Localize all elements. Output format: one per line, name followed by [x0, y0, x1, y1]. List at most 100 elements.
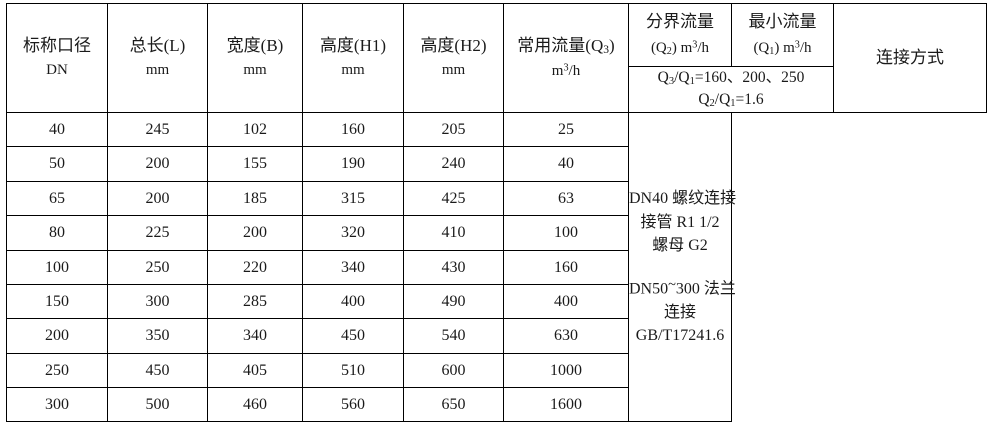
cell-height-h1: 400 — [302, 283, 404, 320]
header-line-primary: 高度(H2) — [420, 35, 487, 55]
header-text: (Q — [753, 39, 770, 56]
subscript-1: 1 — [689, 75, 695, 87]
unit-per-hour: /h — [697, 39, 710, 56]
cell-height-h2: 430 — [403, 249, 504, 285]
range-end: 300 法兰 — [675, 280, 736, 298]
cell-length: 225 — [107, 215, 208, 251]
divider-q: /Q — [674, 69, 690, 86]
cell-length: 500 — [107, 387, 208, 422]
cell-height-h1: 510 — [302, 352, 404, 389]
cell-flow-q3: 1600 — [503, 387, 629, 422]
cell-flow-q3: 40 — [503, 146, 629, 182]
header-line-primary: 最小流量 — [748, 12, 817, 32]
cell-width: 340 — [207, 318, 303, 354]
range-start: DN50 — [629, 280, 669, 298]
column-header-transitional-flow-q2: 分界流量 (Q2) m3/h — [628, 3, 732, 67]
table-header: 标称口径 DN 总长(L) mm 宽度(B) mm 高度(H1) mm 高度(H… — [6, 3, 987, 113]
cell-height-h1: 190 — [302, 146, 404, 182]
cell-dn: 300 — [6, 387, 108, 422]
header-line-primary: 分界流量 — [646, 12, 714, 32]
cell-dn: 200 — [6, 318, 108, 354]
cell-length: 300 — [107, 283, 208, 320]
cell-height-h1: 340 — [302, 249, 404, 285]
header-line-unit: mm — [341, 62, 365, 79]
header-line-primary: 宽度(B) — [226, 35, 284, 55]
cell-height-h2: 490 — [403, 283, 504, 320]
connection-line-connect: 连接 — [663, 303, 696, 321]
subscript-2: 2 — [709, 98, 715, 110]
flow-ratio-merged-cell: Q3/Q1=160、200、250 Q2/Q1=1.6 — [628, 66, 834, 113]
column-header-height-h2: 高度(H2) mm — [403, 3, 504, 113]
cell-flow-q3: 25 — [503, 111, 629, 148]
tilde-glyph: ~ — [668, 276, 676, 293]
table-row: 65 200 185 315 425 63 — [6, 180, 987, 217]
cell-dn: 150 — [6, 283, 108, 320]
connection-line-nut: 螺母 G2 — [652, 236, 708, 254]
table-row: 250 450 405 510 600 1000 — [6, 352, 987, 389]
cell-dn: 65 — [6, 180, 108, 217]
cell-height-h1: 160 — [302, 111, 404, 148]
ratio-value: =1.6 — [735, 91, 764, 109]
cell-length: 200 — [107, 146, 208, 182]
cell-width: 155 — [207, 146, 303, 182]
cell-width: 102 — [207, 111, 303, 148]
cell-width: 405 — [207, 352, 303, 389]
connection-line-pipe: 接管 R1 1/2 — [640, 213, 720, 231]
unit-metre: ) m — [671, 39, 693, 56]
column-header-permanent-flow-q3: 常用流量(Q3) m3/h — [503, 3, 629, 113]
cell-dn: 40 — [6, 111, 108, 148]
cell-flow-q3: 400 — [503, 283, 629, 320]
header-text: (Q — [650, 39, 667, 56]
superscript-3: 3 — [692, 39, 698, 51]
table-body: 40 245 102 160 205 25 DN40 螺纹连接 接管 R1 1/… — [6, 111, 987, 422]
cell-flow-q3: 630 — [503, 318, 629, 354]
cell-height-h2: 540 — [403, 318, 504, 354]
header-line-unit: mm — [441, 62, 466, 79]
cell-length: 245 — [107, 111, 208, 148]
cell-height-h2: 205 — [403, 111, 504, 148]
cell-height-h1: 450 — [302, 318, 404, 354]
table-row: 50 200 155 190 240 40 — [6, 146, 987, 182]
symbol-q: Q — [657, 69, 669, 86]
flow-ratio-line-q2-q1: Q2/Q1=1.6 — [629, 89, 833, 111]
cell-flow-q3: 63 — [503, 180, 629, 217]
table-row: 100 250 220 340 430 160 — [6, 249, 987, 285]
cell-dn: 100 — [6, 249, 108, 285]
cell-flow-q3: 1000 — [503, 352, 629, 389]
header-line-primary: 总长(L) — [129, 35, 186, 55]
unit-per-hour: /h — [568, 62, 581, 79]
unit-metre: ) m — [774, 39, 795, 56]
cell-height-h1: 315 — [302, 180, 404, 217]
superscript-3: 3 — [794, 39, 800, 51]
meter-specification-table: 标称口径 DN 总长(L) mm 宽度(B) mm 高度(H1) mm 高度(H… — [6, 3, 987, 422]
cell-height-h2: 600 — [403, 352, 504, 389]
header-line-unit: (Q1) m3/h — [732, 38, 833, 60]
cell-length: 450 — [107, 352, 208, 389]
cell-height-h2: 240 — [403, 146, 504, 182]
cell-height-h1: 560 — [302, 387, 404, 422]
header-line-unit: (Q2) m3/h — [629, 38, 731, 60]
ratio-values: =160、200、250 — [694, 69, 805, 86]
cell-dn: 80 — [6, 215, 108, 251]
cell-dn: 250 — [6, 352, 108, 389]
column-header-connection-type: 连接方式 — [833, 3, 987, 113]
cell-height-h1: 320 — [302, 215, 404, 251]
connection-type-merged-cell: DN40 螺纹连接 接管 R1 1/2 螺母 G2 DN50~300 法兰 连接… — [628, 111, 737, 422]
cell-height-h2: 650 — [403, 387, 504, 422]
header-line-primary: 高度(H1) — [319, 35, 387, 55]
connection-line-standard: GB/T17241.6 — [635, 326, 725, 344]
divider-q: /Q — [714, 91, 731, 109]
superscript-3: 3 — [563, 61, 569, 73]
subscript-3: 3 — [603, 42, 610, 56]
header-row-merged-flow-ratio: Q3/Q1=160、200、250 Q2/Q1=1.6 — [7, 66, 987, 113]
subscript-1: 1 — [769, 45, 775, 57]
header-line-unit: mm — [243, 62, 267, 79]
header-text-close: ) — [609, 35, 615, 55]
symbol-q: Q — [698, 91, 710, 109]
header-line-unit: DN — [46, 62, 68, 79]
table-row: 150 300 285 400 490 400 — [6, 283, 987, 320]
connection-line-dn40: DN40 螺纹连接 — [629, 190, 737, 208]
table-row: 80 225 200 320 410 100 — [6, 215, 987, 251]
header-line-primary: 标称口径 — [23, 35, 91, 55]
cell-width: 200 — [207, 215, 303, 251]
